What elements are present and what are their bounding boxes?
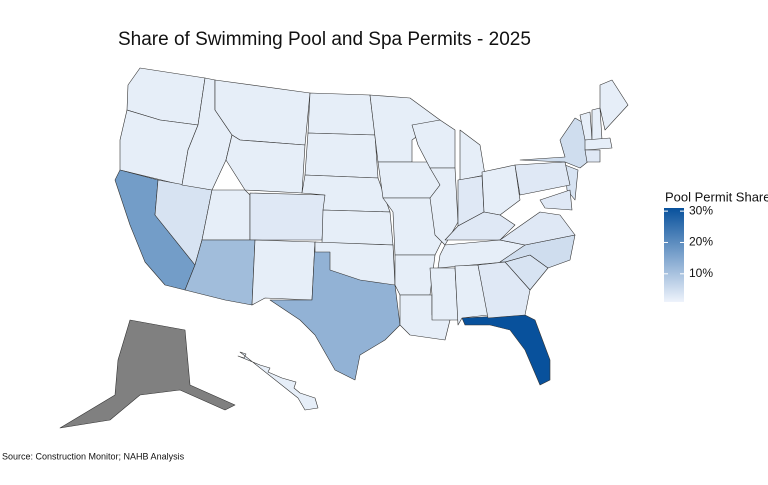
region	[584, 137, 613, 151]
region	[394, 254, 436, 296]
region	[539, 189, 573, 211]
region	[249, 192, 326, 241]
regions	[59, 67, 629, 429]
region	[519, 117, 591, 169]
region	[481, 164, 521, 216]
chart-title: Share of Swimming Pool and Spa Permits -…	[118, 29, 531, 50]
legend-colorbar	[664, 208, 684, 302]
region	[499, 211, 576, 246]
legend-title: Pool Permit Share	[665, 189, 768, 204]
source-note: Source: Construction Monitor; NAHB Analy…	[2, 451, 185, 461]
region	[461, 314, 551, 386]
region	[477, 261, 531, 319]
region	[304, 132, 379, 179]
region	[429, 167, 459, 246]
legend-tick-label: 20%	[689, 235, 713, 249]
legend-tick-label: 10%	[689, 266, 713, 280]
region	[459, 129, 486, 181]
region	[237, 351, 319, 411]
legend-tick-label: 30%	[689, 203, 713, 217]
region	[591, 107, 603, 141]
region	[514, 161, 571, 196]
region	[584, 149, 601, 163]
region	[454, 264, 489, 326]
region	[321, 209, 394, 246]
region	[314, 241, 396, 286]
region	[411, 119, 456, 169]
region	[429, 267, 459, 321]
region	[307, 92, 376, 136]
region	[59, 319, 236, 429]
region	[251, 239, 316, 306]
region	[599, 79, 629, 131]
